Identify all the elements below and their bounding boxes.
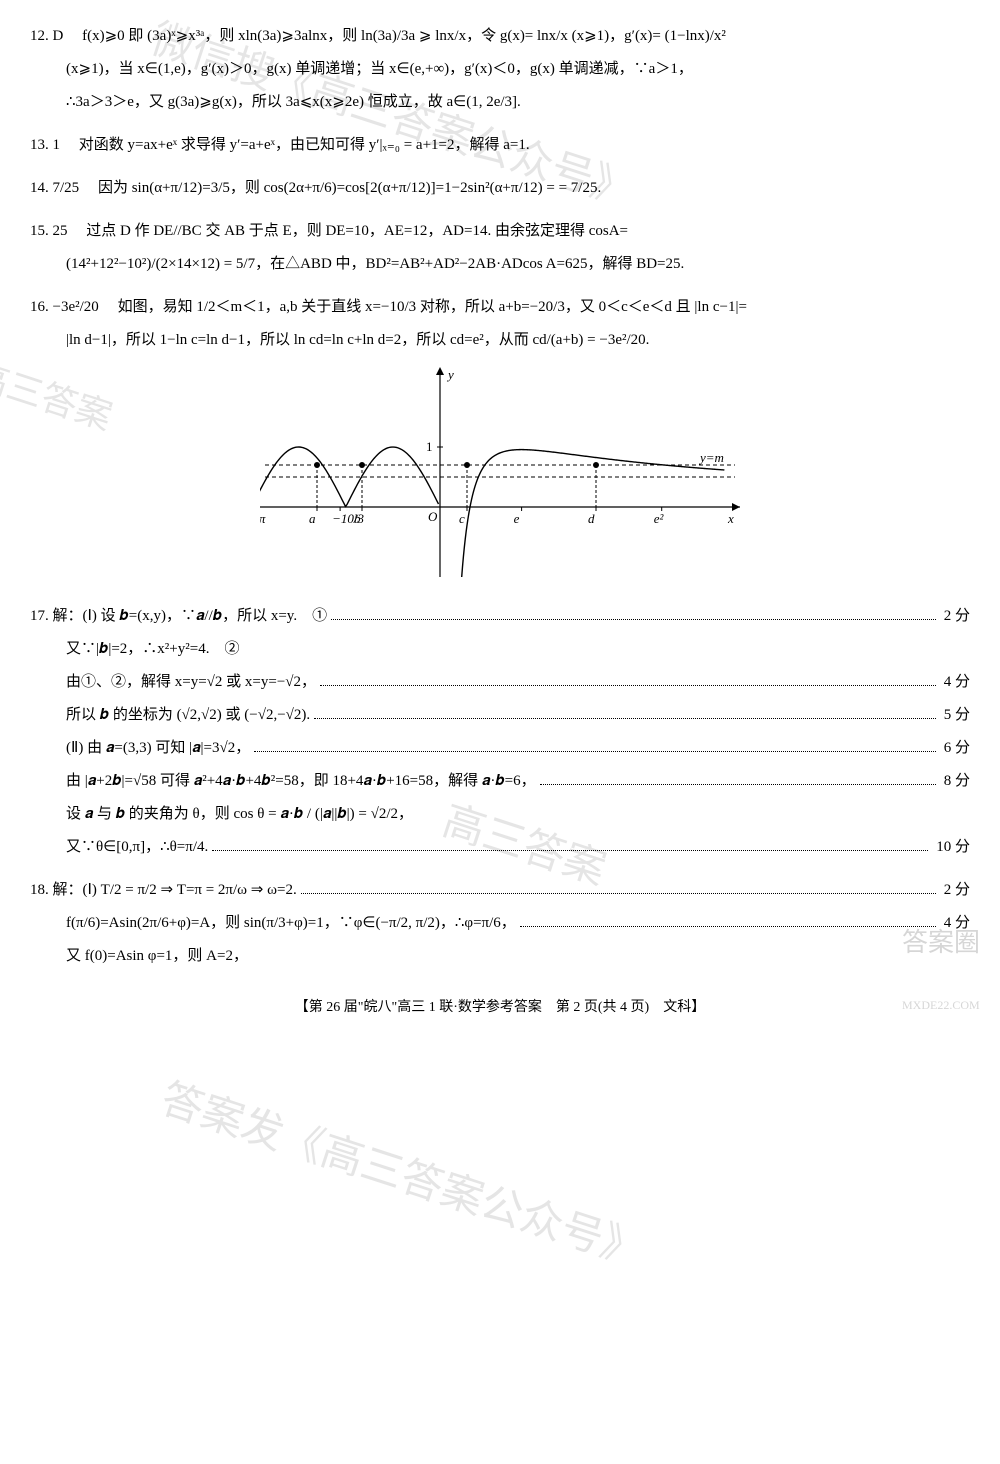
dots-icon	[301, 883, 936, 895]
svg-text:e²: e²	[654, 511, 665, 526]
watermark-4: 答案发《高三答案公众号》	[148, 1054, 656, 1298]
p12-l2: (x⩾1)，当 x∈(1,e)，g′(x)＞0，g(x) 单调递增；当 x∈(e…	[66, 53, 970, 86]
corner-watermark: 答案圈 MXDE22.COM	[902, 914, 980, 1028]
page-footer: 【第 26 届"皖八"高三 1 联·数学参考答案 第 2 页(共 4 页) 文科…	[30, 993, 970, 1024]
graph-container: 高三答案 yxOy=m1−2πa−10/3bcede²	[30, 367, 970, 590]
svg-text:e: e	[514, 511, 520, 526]
problem-16: 16. −3e²/20 如图，易知 1/2＜m＜1，a,b 关于直线 x=−10…	[30, 291, 970, 357]
p17-l8-pts: 10 分	[936, 831, 970, 864]
p12-l1: f(x)⩾0 即 (3a)ˣ⩾x³ᵃ，则 xln(3a)⩾3alnx，则 ln(…	[82, 28, 726, 44]
p18-num: 18. 解：	[30, 882, 83, 898]
problem-17: 17. 解：(Ⅰ) 设 𝒃=(x,y)，∵𝒂//𝒃，所以 x=y. ① 2 分 …	[30, 600, 970, 864]
svg-text:c: c	[459, 511, 465, 526]
p15-num: 15. 25	[30, 223, 68, 239]
p17-l3-pts: 4 分	[944, 666, 970, 699]
p16-l1: 如图，易知 1/2＜m＜1，a,b 关于直线 x=−10/3 对称，所以 a+b…	[118, 299, 747, 315]
p17-l1-pts: 2 分	[944, 600, 970, 633]
p17-l5-pts: 6 分	[944, 732, 970, 765]
dots-icon	[540, 774, 936, 786]
svg-text:b: b	[354, 511, 361, 526]
p17-l8: 又∵θ∈[0,π]，∴θ=π/4.	[66, 831, 208, 864]
p18-l1: (Ⅰ) T/2 = π/2 ⇒ T=π = 2π/ω ⇒ ω=2.	[83, 882, 297, 898]
corner-wm-1: 答案圈	[902, 928, 980, 957]
p17-l7: 设 𝒂 与 𝒃 的夹角为 θ，则 cos θ = 𝒂·𝒃 / (|𝒂||𝒃|) …	[66, 798, 970, 831]
p17-num: 17. 解：	[30, 608, 83, 624]
p17-l6: 由 |𝒂+2𝒃|=√58 可得 𝒂²+4𝒂·𝒃+4𝒃²=58，即 18+4𝒂·𝒃…	[66, 765, 536, 798]
svg-text:y=m: y=m	[698, 450, 724, 465]
p17-l3: 由①、②，解得 x=y=√2 或 x=y=−√2，	[66, 666, 316, 699]
p15-l2: (14²+12²−10²)/(2×14×12) = 5/7，在△ABD 中，BD…	[66, 248, 970, 281]
p14-num: 14. 7/25	[30, 180, 79, 196]
p16-line1: 16. −3e²/20 如图，易知 1/2＜m＜1，a,b 关于直线 x=−10…	[30, 291, 970, 324]
svg-text:a: a	[309, 511, 316, 526]
p12-line1: 12. D f(x)⩾0 即 (3a)ˣ⩾x³ᵃ，则 xln(3a)⩾3alnx…	[30, 20, 970, 53]
problem-12: 12. D f(x)⩾0 即 (3a)ˣ⩾x³ᵃ，则 xln(3a)⩾3alnx…	[30, 20, 970, 119]
svg-text:x: x	[727, 511, 734, 526]
p18-l2: f(π/6)=Asin(2π/6+φ)=A，则 sin(π/3+φ)=1，∵φ∈…	[66, 907, 516, 940]
dots-icon	[314, 708, 936, 720]
svg-text:y: y	[446, 367, 454, 382]
p17-l6-pts: 8 分	[944, 765, 970, 798]
p17-l4: 所以 𝒃 的坐标为 (√2,√2) 或 (−√2,−√2).	[66, 699, 310, 732]
svg-text:1: 1	[426, 439, 433, 454]
p17-l5: (Ⅱ) 由 𝒂=(3,3) 可知 |𝒂|=3√2，	[66, 732, 250, 765]
function-graph: yxOy=m1−2πa−10/3bcede²	[260, 367, 740, 577]
p17-l2: 又∵|𝒃|=2，∴x²+y²=4. ②	[66, 633, 970, 666]
p17-l4-pts: 5 分	[944, 699, 970, 732]
p12-l3: ∴3a＞3＞e，又 g(3a)⩾g(x)，所以 3a⩽x(x⩾2e) 恒成立，故…	[66, 86, 970, 119]
p15-l1: 过点 D 作 DE//BC 交 AB 于点 E，则 DE=10，AE=12，AD…	[86, 223, 628, 239]
svg-text:−2π: −2π	[260, 511, 266, 526]
problem-13: 13. 1 对函数 y=ax+eˣ 求导得 y′=a+eˣ，由已知可得 y′|ₓ…	[30, 129, 970, 162]
p16-l2: |ln d−1|，所以 1−ln c=ln d−1，所以 ln cd=ln c+…	[66, 324, 970, 357]
p18-l1-pts: 2 分	[944, 874, 970, 907]
p13-l1: 对函数 y=ax+eˣ 求导得 y′=a+eˣ，由已知可得 y′|ₓ₌₀ = a…	[79, 137, 530, 153]
p13-num: 13. 1	[30, 137, 60, 153]
dots-icon	[320, 675, 936, 687]
dots-icon	[254, 741, 935, 753]
corner-wm-2: MXDE22.COM	[902, 998, 980, 1012]
problem-18: 18. 解：(Ⅰ) T/2 = π/2 ⇒ T=π = 2π/ω ⇒ ω=2. …	[30, 874, 970, 973]
p15-line1: 15. 25 过点 D 作 DE//BC 交 AB 于点 E，则 DE=10，A…	[30, 215, 970, 248]
p18-l3: 又 f(0)=Asin φ=1，则 A=2，	[66, 940, 970, 973]
dots-icon	[331, 609, 936, 621]
p13-line1: 13. 1 对函数 y=ax+eˣ 求导得 y′=a+eˣ，由已知可得 y′|ₓ…	[30, 129, 970, 162]
p14-line1: 14. 7/25 因为 sin(α+π/12)=3/5，则 cos(2α+π/6…	[30, 172, 970, 205]
svg-text:O: O	[428, 509, 438, 524]
dots-icon	[212, 840, 928, 852]
problem-15: 15. 25 过点 D 作 DE//BC 交 AB 于点 E，则 DE=10，A…	[30, 215, 970, 281]
dots-icon	[520, 916, 936, 928]
p16-num: 16. −3e²/20	[30, 299, 99, 315]
svg-text:d: d	[588, 511, 595, 526]
p12-num: 12. D	[30, 28, 63, 44]
p14-l1: 因为 sin(α+π/12)=3/5，则 cos(2α+π/6)=cos[2(α…	[98, 180, 601, 196]
p17-l1: (Ⅰ) 设 𝒃=(x,y)，∵𝒂//𝒃，所以 x=y. ①	[83, 608, 328, 624]
problem-14: 14. 7/25 因为 sin(α+π/12)=3/5，则 cos(2α+π/6…	[30, 172, 970, 205]
